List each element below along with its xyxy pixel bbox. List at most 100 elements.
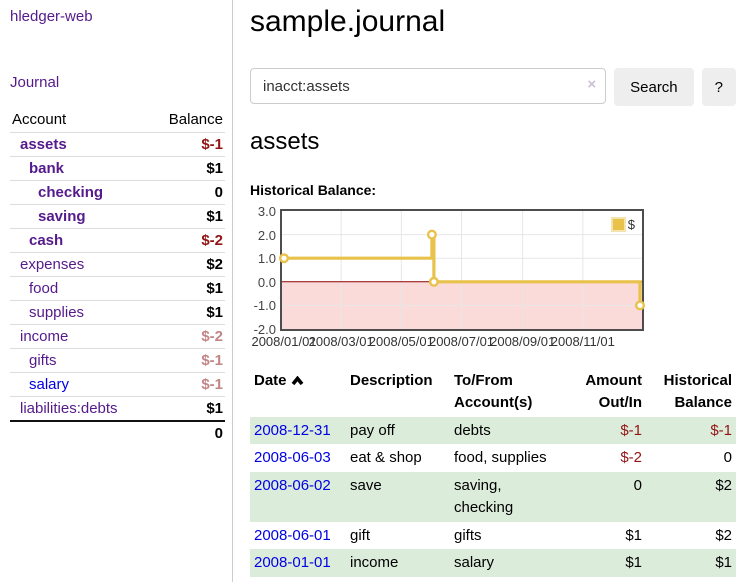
account-row: supplies $1 (10, 300, 225, 325)
sidebar-account-link[interactable]: food (29, 280, 59, 297)
sidebar-account-link[interactable]: checking (38, 184, 104, 201)
sidebar-item-journal[interactable]: Journal (10, 74, 60, 91)
account-balance: $1 (206, 304, 223, 321)
transaction-date-link[interactable]: 2008-01-01 (254, 554, 331, 572)
y-tick-label: 2.0 (257, 227, 276, 243)
sidebar-account-link[interactable]: bank (29, 160, 65, 177)
transaction-accounts: debts (454, 421, 491, 439)
sidebar-account-link[interactable]: assets (20, 136, 67, 153)
register-header-date[interactable]: Date (250, 367, 346, 417)
account-balance: $1 (206, 208, 223, 225)
accounts-total-row: 0 (10, 421, 225, 445)
account-row: gifts $-1 (10, 348, 225, 373)
y-tick-label: -1.0 (253, 298, 276, 314)
transaction-description: save (350, 477, 382, 494)
account-balance: 0 (214, 184, 223, 201)
transaction-date-link[interactable]: 2008-12-31 (254, 421, 331, 439)
transaction-date-link[interactable]: 2008-06-02 (254, 477, 331, 494)
sort-ascending-icon (291, 375, 303, 386)
chart-x-axis-labels: 2008/01/01 2008/03/01 2008/05/01 2008/07/01… (251, 334, 644, 350)
x-tick-label: 2008/11/01 (550, 334, 615, 349)
account-row: saving $1 (10, 204, 225, 229)
accounts-table: Account Balance assets $-1 bank $1 checking 0… (10, 107, 225, 445)
account-row: expenses $2 (10, 252, 225, 277)
main-content: sample.journal × Search ? assets Histori… (250, 0, 736, 577)
search-button[interactable]: Search (614, 68, 694, 106)
account-balance: $-1 (201, 136, 223, 153)
transaction-balance: $-1 (710, 421, 732, 439)
transaction-balance: $1 (715, 554, 732, 572)
transaction-accounts: salary (454, 554, 495, 572)
account-row: salary $-1 (10, 372, 225, 397)
account-row: liabilities:debts $1 (10, 396, 225, 422)
account-row: food $1 (10, 276, 225, 301)
register-row: 2008-06-01 gift gifts $1 $2 (250, 522, 736, 550)
account-row: income $-2 (10, 324, 225, 349)
accounts-header-account: Account (12, 111, 67, 128)
sidebar-account-link[interactable]: expenses (20, 256, 85, 273)
account-row: assets $-1 (10, 132, 225, 157)
account-balance: $-1 (201, 376, 223, 393)
accounts-total-value: 0 (214, 425, 223, 442)
sidebar-account-link[interactable]: salary (29, 376, 70, 393)
sidebar-account-link[interactable]: gifts (29, 352, 57, 369)
account-balance: $-1 (201, 352, 223, 369)
search-input[interactable] (250, 68, 607, 104)
x-tick-label: 2008/01/01 (251, 334, 317, 349)
register-row: 2008-06-03 eat & shop food, supplies $-2 0 (250, 444, 736, 472)
transaction-date-link[interactable]: 2008-06-01 (254, 526, 331, 544)
register-row: 2008-06-02 save saving, checking 0 $2 (250, 472, 736, 522)
account-row: cash $-2 (10, 228, 225, 253)
chart-plot-area: $ (279, 209, 646, 331)
help-button[interactable]: ? (701, 68, 736, 106)
transaction-amount: $1 (625, 554, 642, 572)
account-balance: $-2 (201, 328, 223, 345)
sidebar-account-link[interactable]: income (20, 328, 69, 345)
historical-balance-chart: 3.0 2.0 1.0 0.0 -1.0 -2.0 $ 2008/01/01 2008/03… (250, 204, 736, 350)
transaction-amount: $-2 (620, 449, 642, 467)
register-header-balance: Historical Balance (663, 372, 732, 411)
series-swatch-icon (610, 217, 626, 232)
y-tick-label: 1.0 (257, 251, 276, 267)
transaction-date-link[interactable]: 2008-06-03 (254, 449, 331, 467)
transaction-accounts: saving, checking (454, 477, 514, 516)
transaction-description: income (350, 554, 399, 572)
register-header-amount: Amount Out/In (585, 372, 642, 411)
transaction-accounts: food, supplies (454, 449, 547, 467)
y-tick-label: 0.0 (257, 274, 276, 290)
account-balance: $-2 (201, 232, 223, 249)
x-tick-label: 2008/09/01 (490, 334, 556, 349)
transaction-description: pay off (350, 421, 395, 439)
account-balance: $1 (206, 280, 223, 297)
account-row: bank $1 (10, 156, 225, 181)
register-row: 2008-12-31 pay off debts $-1 $-1 (250, 416, 736, 445)
clear-search-icon[interactable]: × (587, 76, 597, 93)
x-tick-label: 2008/03/01 (308, 334, 374, 349)
transaction-description: eat & shop (350, 449, 422, 467)
sidebar-account-link[interactable]: liabilities:debts (20, 400, 118, 417)
sidebar-account-link[interactable]: supplies (29, 304, 85, 321)
transaction-accounts: gifts (454, 526, 482, 544)
sidebar: hledger-web Journal Account Balance asse… (0, 0, 233, 582)
account-heading: assets (250, 128, 320, 155)
search-bar: × Search ? (250, 68, 736, 106)
sidebar-account-link[interactable]: saving (38, 208, 86, 225)
y-tick-label: -2.0 (253, 322, 276, 337)
chart-legend: $ (609, 217, 636, 232)
transaction-balance: $2 (715, 526, 732, 544)
sidebar-account-link[interactable]: cash (29, 232, 64, 249)
date-header-label: Date (254, 372, 287, 389)
account-balance: $1 (206, 160, 223, 177)
transaction-balance: $2 (715, 477, 732, 494)
transaction-balance: 0 (723, 449, 732, 467)
accounts-header-balance: Balance (168, 111, 223, 128)
transaction-amount: $1 (625, 526, 642, 544)
register-row: 2008-01-01 income salary $1 $1 (250, 549, 736, 577)
brand-link[interactable]: hledger-web (10, 8, 93, 25)
transaction-amount: $-1 (620, 421, 642, 439)
x-tick-label: 2008/05/01 (368, 334, 434, 349)
register-table: Date Description To/From Account(s) Amoun… (250, 367, 736, 577)
transaction-description: gift (350, 526, 371, 544)
chart-title: Historical Balance: (250, 182, 377, 198)
chart-canvas (279, 211, 646, 329)
